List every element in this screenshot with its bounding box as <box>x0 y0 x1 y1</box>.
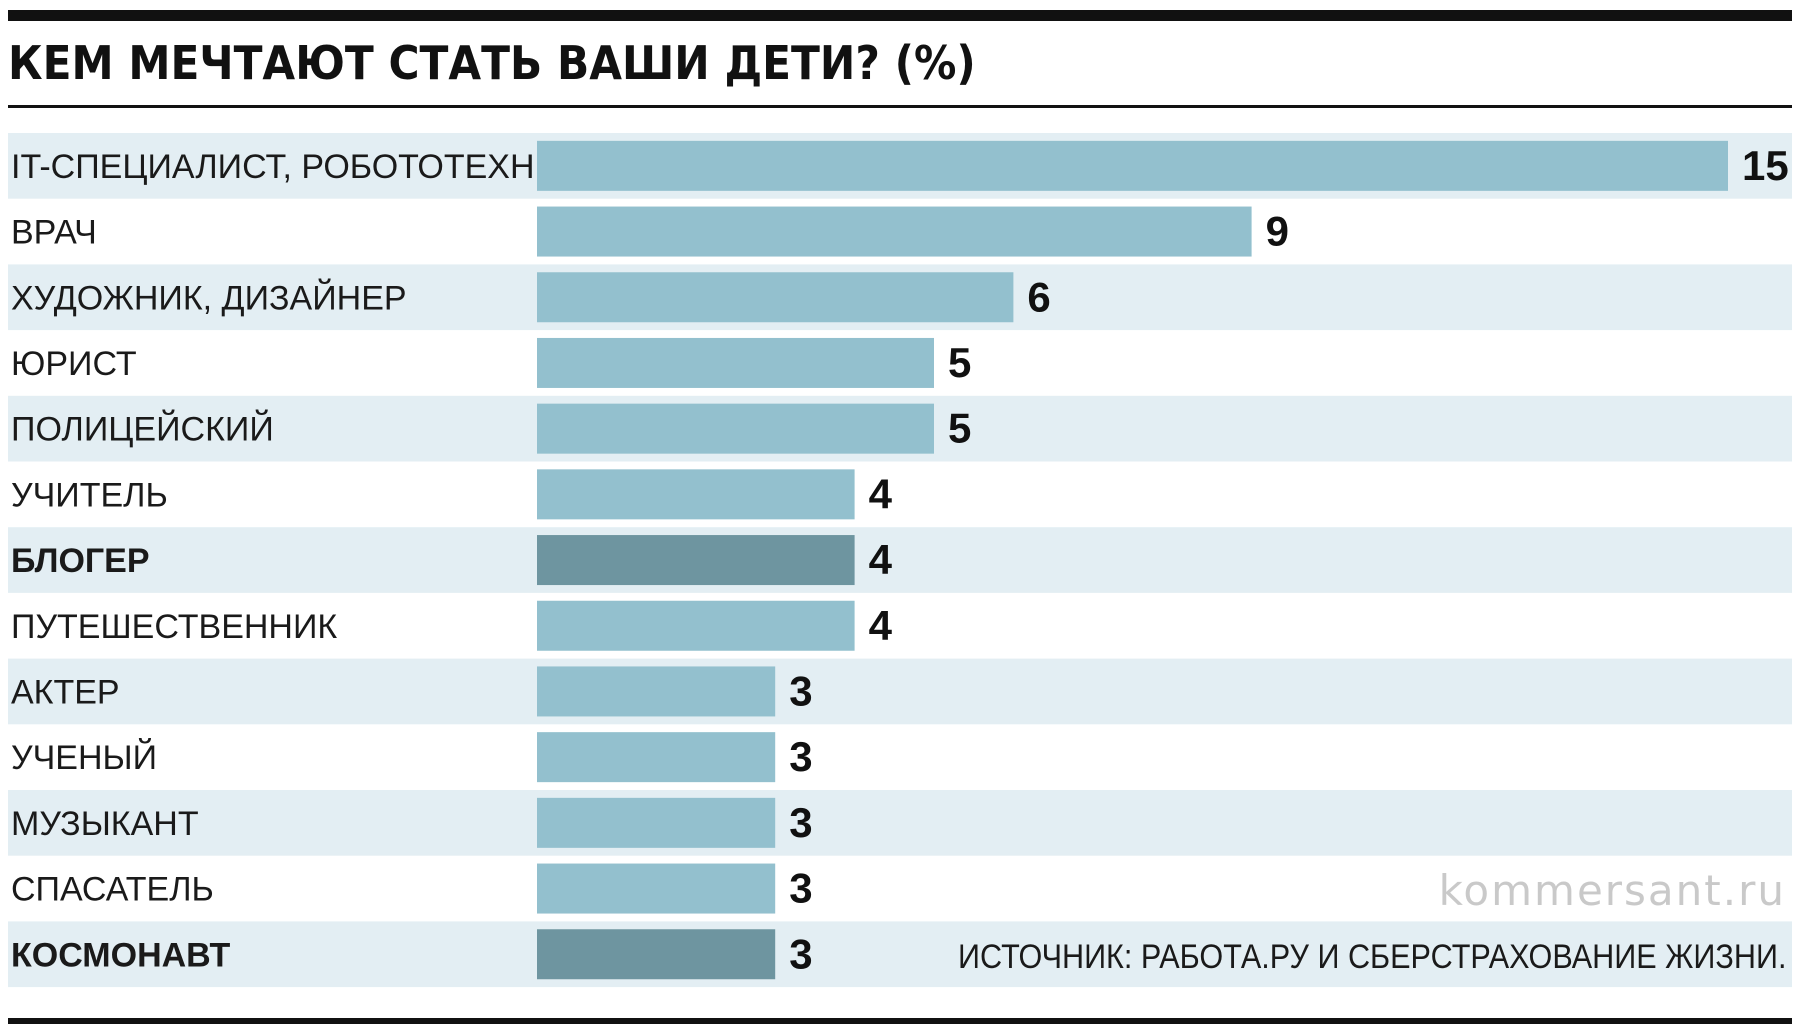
bottom-rule <box>8 1018 1792 1024</box>
value-label: 3 <box>789 799 812 846</box>
source-note: ИСТОЧНИК: РАБОТА.РУ И СБЕРСТРАХОВАНИЕ ЖИ… <box>957 938 1786 976</box>
bar <box>537 929 776 980</box>
bar <box>537 600 855 651</box>
category-label: ПОЛИЦЕЙСКИЙ <box>11 411 274 449</box>
value-label: 4 <box>869 602 893 649</box>
category-label: УЧЕНЫЙ <box>11 739 157 777</box>
bar <box>537 666 776 717</box>
category-label: ХУДОЖНИК, ДИЗАЙНЕР <box>11 279 407 317</box>
category-label: IT-СПЕЦИАЛИСТ, РОБОТОТЕХНИК <box>11 148 579 186</box>
value-label: 5 <box>948 405 971 452</box>
bar <box>537 863 776 914</box>
row-stripe <box>8 790 1792 856</box>
bar <box>537 403 934 454</box>
category-label: МУЗЫКАНТ <box>11 805 199 843</box>
chart-title: КЕМ МЕЧТАЮТ СТАТЬ ВАШИ ДЕТИ? (%) <box>8 36 976 90</box>
bar <box>537 206 1252 257</box>
value-label: 5 <box>948 339 971 386</box>
value-label: 6 <box>1027 273 1050 320</box>
watermark: kommersant.ru <box>1438 866 1786 915</box>
bar <box>537 732 776 783</box>
category-label: ВРАЧ <box>11 214 97 252</box>
category-label: СПАСАТЕЛЬ <box>11 871 214 909</box>
value-label: 15 <box>1742 142 1789 189</box>
value-label: 3 <box>789 865 812 912</box>
bar <box>537 140 1728 191</box>
category-label: ПУТЕШЕСТВЕННИК <box>11 608 337 646</box>
bar <box>537 469 855 520</box>
bar <box>537 272 1014 323</box>
row-stripe <box>8 658 1792 725</box>
category-label: ЮРИСТ <box>11 345 137 383</box>
value-label: 9 <box>1266 208 1289 255</box>
category-label: АКТЕР <box>11 673 120 711</box>
row-stripe <box>8 921 1792 988</box>
category-label: БЛОГЕР <box>11 542 150 580</box>
category-label: УЧИТЕЛЬ <box>11 476 168 514</box>
row-stripe <box>8 527 1792 593</box>
value-label: 4 <box>869 536 893 583</box>
bar <box>537 337 934 388</box>
value-label: 3 <box>789 733 812 780</box>
bar-chart: IT-СПЕЦИАЛИСТ, РОБОТОТЕХНИК 15 ВРАЧ 9 ХУДОЖН… <box>8 133 1792 988</box>
bar <box>537 797 776 848</box>
top-rule <box>8 10 1792 21</box>
bar <box>537 535 855 586</box>
value-label: 4 <box>869 470 893 517</box>
value-label: 3 <box>789 930 812 977</box>
value-label: 3 <box>789 667 812 714</box>
title-divider <box>8 105 1792 108</box>
category-label: КОСМОНАВТ <box>11 936 230 974</box>
